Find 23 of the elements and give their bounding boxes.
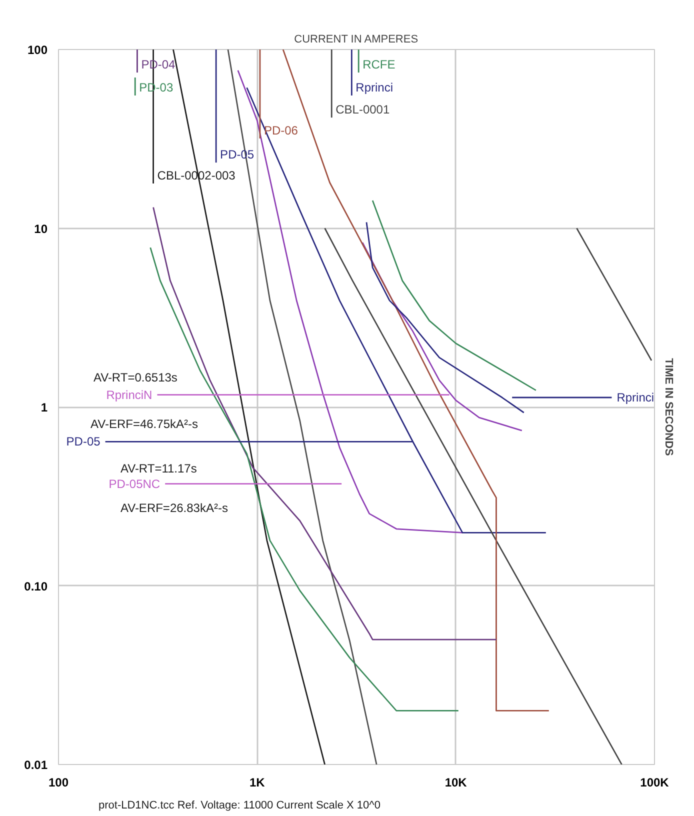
series-label: CBL-0001 [336, 102, 390, 117]
annotation: AV-ERF=26.83kA²-s [120, 500, 228, 515]
y-tick-label: 0.10 [24, 579, 48, 594]
series-label: Rprinci [356, 80, 394, 94]
x-tick-label: 100K [640, 776, 670, 790]
x-tick-label: 100 [48, 776, 69, 790]
y-tick-label: 0.01 [24, 758, 48, 772]
series-label: RprinciN [106, 388, 152, 402]
text: prot-LD1NC.tcc Ref. Voltage: 11000 Current Scale X 10^0 [98, 800, 380, 812]
y-tick-label: 1 [40, 400, 48, 414]
annotation: AV-RT=0.6513s [93, 370, 178, 385]
annotation: AV-ERF=46.75kA²-s [90, 417, 198, 432]
y-tick-label: 10 [34, 222, 48, 236]
series-label: Rprinci [616, 390, 654, 405]
annotation: AV-RT=11.17s [120, 461, 197, 476]
x-axis-title: CURRENT IN AMPERES [294, 34, 418, 46]
series-label: PD-05NC [108, 476, 160, 491]
y-axis-title: TIME IN SECONDS [662, 358, 674, 456]
series-label: RCFE [362, 58, 396, 72]
x-tick-label: 1K [249, 776, 266, 790]
y-tick-label: 100 [27, 43, 48, 57]
series-label: PD-05 [66, 434, 101, 449]
x-tick-label: 10K [444, 776, 468, 790]
